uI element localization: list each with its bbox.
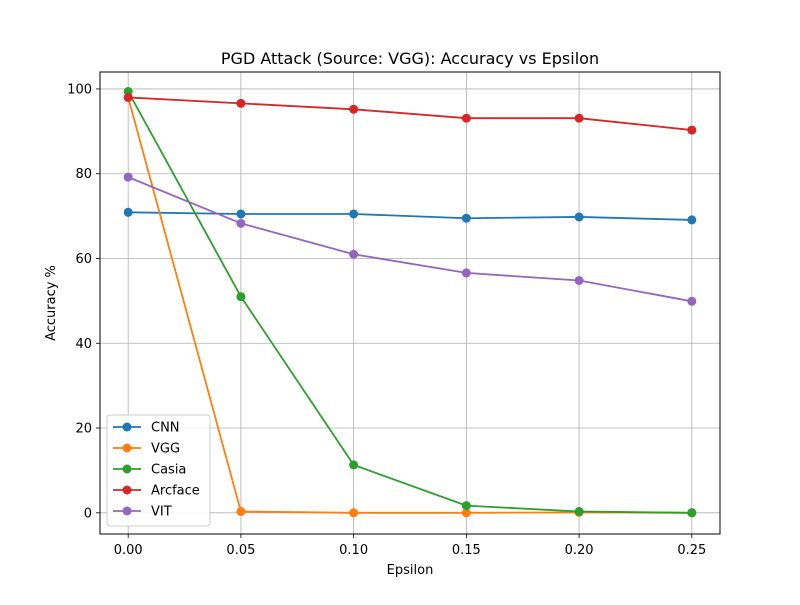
legend-label: VIT [151,505,172,520]
data-point [236,218,246,228]
data-point [349,209,359,219]
legend-swatch-marker [122,422,132,432]
data-point [461,113,471,123]
legend-label: Casia [151,463,186,478]
data-point [236,98,246,108]
data-point [236,292,246,302]
series-casia [123,86,697,518]
legend-label: VGG [151,442,180,457]
data-point [687,508,697,518]
x-tick-label: 0.20 [565,543,594,558]
y-axis-title: Accuracy % [44,265,59,341]
data-point [461,268,471,278]
x-tick-label: 0.10 [339,543,368,558]
data-point [687,215,697,225]
data-point [574,507,584,517]
legend-swatch-marker [122,485,132,495]
y-tick-label: 60 [75,252,92,267]
series-line [128,96,692,131]
y-tick-label: 100 [67,82,92,97]
data-point [574,113,584,123]
y-tick-label: 80 [75,167,92,182]
x-axis-title: Epsilon [387,563,434,578]
series-group [123,86,697,518]
legend-box [106,414,211,527]
series-cnn [123,207,697,225]
x-tick-label: 0.25 [677,543,706,558]
legend-label: CNN [151,421,180,436]
legend-item-cnn: CNN [113,421,180,436]
series-arcface [123,92,697,135]
x-tick-label: 0.05 [226,543,255,558]
data-point [574,212,584,222]
data-point [349,104,359,114]
x-tick-label: 0.15 [452,543,481,558]
data-point [123,172,133,182]
y-tick-label: 40 [75,337,92,352]
data-point [687,125,697,135]
legend-item-vgg: VGG [113,442,180,457]
series-line [128,211,692,221]
data-point [236,507,246,517]
legend: CNN VGG Casia Arcface VIT [106,414,211,527]
legend-item-vit: VIT [113,505,172,520]
chart-title: PGD Attack (Source: VGG): Accuracy vs Ep… [221,49,599,68]
legend-swatch-marker [122,443,132,453]
data-point [461,501,471,511]
y-tick-label: 20 [75,422,92,437]
ticks: 0.00 0.05 0.10 0.15 0.20 0.25 0 20 40 60 80 100 [67,82,706,558]
plot-frame [99,71,721,535]
legend-label: Arcface [151,484,200,499]
series-line [127,176,692,303]
legend-item-arcface: Arcface [113,484,200,499]
legend-swatch-marker [122,464,132,474]
data-point [123,92,133,102]
data-point [461,508,471,518]
data-point [349,249,359,259]
data-point [236,209,246,219]
x-tick-label: 0.00 [114,543,143,558]
data-point [574,276,584,286]
legend-item-casia: Casia [113,463,186,478]
data-point [349,508,359,518]
y-tick-label: 0 [84,506,92,521]
data-point [349,460,359,470]
legend-swatch-marker [122,506,132,516]
data-point [123,207,133,217]
series-line [127,91,692,514]
data-point [461,213,471,223]
data-point [687,296,697,306]
series-vit [123,172,697,306]
